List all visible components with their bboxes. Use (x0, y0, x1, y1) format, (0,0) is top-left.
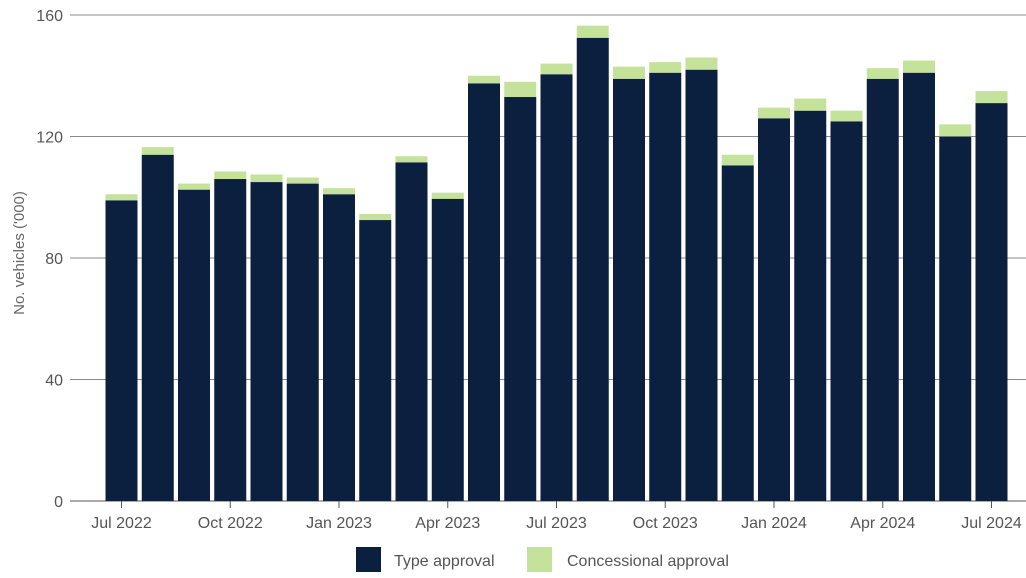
legend-swatch-type-approval (356, 547, 381, 572)
bar-concessional-approval: May 2023 — Concessional approval: 2.5 (468, 75, 500, 84)
bar-concessional-approval: Jul 2024 — Concessional approval: 4 (975, 90, 1008, 104)
bar-type-approval: Dec 2022 — Type approval: 104.5 (286, 183, 319, 502)
bar-concessional-approval: Jan 2024 — Concessional approval: 3.5 (758, 107, 790, 119)
x-tick-label: Jan 2024 (741, 515, 807, 532)
bar-type-approval: Mar 2023 — Type approval: 111.5 (395, 162, 428, 501)
bar-type-approval: Mar 2024 — Type approval: 125 (830, 121, 863, 501)
bar-type-approval: May 2024 — Type approval: 141 (903, 72, 935, 502)
bar-concessional-approval: Nov 2022 — Concessional approval: 2.5 (250, 174, 283, 183)
bar-concessional-approval: Aug 2023 — Concessional approval: 4 (576, 25, 609, 38)
bar-type-approval: Aug 2022 — Type approval: 114 (141, 154, 174, 501)
bar-type-approval: Jul 2023 — Type approval: 140.5 (540, 74, 573, 501)
x-tick-label: Jul 2022 (91, 515, 152, 532)
bar-type-approval: Oct 2023 — Type approval: 141 (649, 72, 682, 502)
bar-concessional-approval: Oct 2022 — Concessional approval: 2.5 (214, 171, 247, 180)
x-axis-ticks: Jul 2022 Oct 2022 Jan 2023 Apr 2023 Jul 2023… (91, 501, 1022, 532)
x-tick-label: Jan 2023 (306, 515, 372, 532)
legend: Type approval Concessional approval (356, 547, 729, 572)
bar-concessional-approval: Sep 2022 — Concessional approval: 2 (178, 183, 210, 190)
bar-concessional-approval: Jul 2023 — Concessional approval: 3.5 (540, 63, 573, 75)
bar-type-approval: Feb 2024 — Type approval: 128.5 (794, 110, 827, 502)
bar-concessional-approval: Mar 2023 — Concessional approval: 2 (395, 156, 428, 163)
bar-concessional-approval: Feb 2023 — Concessional approval: 2 (359, 213, 392, 221)
legend-swatch-concessional-approval (527, 547, 552, 572)
y-axis-title: No. vehicles ('000) (11, 191, 28, 315)
bar-concessional-approval: Oct 2023 — Concessional approval: 3.5 (649, 62, 682, 73)
bars: Jul 2022 — Type approval: 99Jul 2022 — C… (105, 25, 1008, 502)
bar-type-approval: Nov 2022 — Type approval: 105 (250, 182, 283, 501)
bar-type-approval: Sep 2022 — Type approval: 102.5 (178, 189, 210, 501)
bar-concessional-approval: Aug 2022 — Concessional approval: 2.5 (141, 147, 174, 155)
x-tick-label: Oct 2022 (198, 515, 263, 532)
bar-concessional-approval: Apr 2023 — Concessional approval: 2 (431, 192, 464, 199)
bar-type-approval: Apr 2023 — Type approval: 99.5 (431, 198, 464, 502)
bar-concessional-approval: Mar 2024 — Concessional approval: 3.5 (830, 110, 863, 122)
bar-type-approval: Jan 2023 — Type approval: 101 (323, 194, 355, 501)
x-tick-label: Jul 2023 (526, 515, 587, 532)
bar-type-approval: Dec 2023 — Type approval: 110.5 (721, 165, 754, 501)
y-tick-label: 160 (36, 8, 63, 25)
bar-concessional-approval: Apr 2024 — Concessional approval: 3.5 (866, 68, 899, 79)
bar-type-approval: Jan 2024 — Type approval: 126 (758, 118, 790, 502)
bar-type-approval: Jul 2022 — Type approval: 99 (105, 200, 138, 501)
x-tick-label: Jul 2024 (961, 515, 1022, 532)
bar-type-approval: Apr 2024 — Type approval: 139 (866, 78, 899, 501)
bar-type-approval: Jul 2024 — Type approval: 131 (975, 103, 1008, 502)
bar-concessional-approval: May 2024 — Concessional approval: 4 (903, 60, 935, 73)
legend-label-concessional-approval: Concessional approval (567, 553, 729, 570)
bar-concessional-approval: Dec 2022 — Concessional approval: 2 (286, 177, 319, 184)
bar-concessional-approval: Jun 2023 — Concessional approval: 5 (504, 81, 537, 98)
bar-type-approval: Jun 2023 — Type approval: 133 (504, 97, 537, 501)
y-tick-label: 80 (45, 251, 63, 268)
bar-type-approval: Aug 2023 — Type approval: 152.5 (576, 37, 609, 501)
y-tick-label: 0 (54, 494, 63, 511)
bar-concessional-approval: Dec 2023 — Concessional approval: 3.5 (721, 154, 754, 166)
y-axis-ticks: 0 40 80 120 160 (36, 8, 63, 511)
bar-concessional-approval: Feb 2024 — Concessional approval: 4 (794, 98, 827, 111)
bar-concessional-approval: Sep 2023 — Concessional approval: 4 (613, 66, 645, 79)
y-tick-label: 40 (45, 373, 63, 390)
bar-concessional-approval: Jun 2024 — Concessional approval: 4 (939, 124, 972, 137)
bar-type-approval: Nov 2023 — Type approval: 142 (685, 69, 718, 502)
bar-type-approval: Oct 2022 — Type approval: 106 (214, 179, 247, 501)
bar-concessional-approval: Jul 2022 — Concessional approval: 2 (105, 194, 138, 201)
x-tick-label: Apr 2024 (850, 515, 915, 532)
legend-label-type-approval: Type approval (394, 553, 495, 570)
y-tick-label: 120 (36, 130, 63, 147)
bar-type-approval: May 2023 — Type approval: 137.5 (468, 83, 500, 501)
bar-concessional-approval: Nov 2023 — Concessional approval: 4 (685, 57, 718, 70)
x-tick-label: Apr 2023 (415, 515, 480, 532)
x-tick-label: Oct 2023 (633, 515, 698, 532)
bar-type-approval: Jun 2024 — Type approval: 120 (939, 136, 972, 501)
bar-concessional-approval: Jan 2023 — Concessional approval: 2 (323, 188, 355, 195)
bar-type-approval: Sep 2023 — Type approval: 139 (613, 78, 645, 501)
bar-type-approval: Feb 2023 — Type approval: 92.5 (359, 220, 392, 501)
